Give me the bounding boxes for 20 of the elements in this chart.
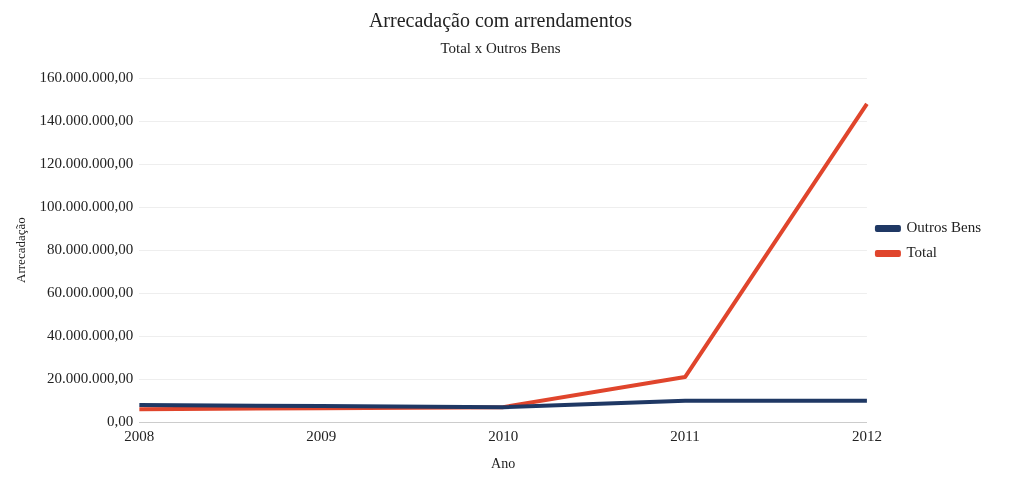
x-tick-label: 2009 <box>306 428 337 445</box>
x-tick-label: 2011 <box>670 428 700 445</box>
y-tick-label: 140.000.000,00 <box>39 111 134 128</box>
chart-title: Arrecadação com arrendamentos <box>368 9 633 33</box>
y-tick-label: 160.000.000,00 <box>39 68 134 85</box>
legend-label: Total <box>906 244 938 261</box>
x-tick-label: 2012 <box>851 428 882 445</box>
x-tick-label: 2010 <box>488 428 519 445</box>
y-axis-title: Arrecadação <box>13 217 29 283</box>
y-tick-label: 80.000.000,00 <box>47 241 134 258</box>
x-axis-title: Ano <box>491 456 516 472</box>
y-tick-label: 40.000.000,00 <box>47 327 134 344</box>
y-tick-label: 100.000.000,00 <box>39 198 134 215</box>
x-tick-label: 2008 <box>124 428 155 445</box>
y-tick-label: 120.000.000,00 <box>39 154 134 171</box>
chart-subtitle: Total x Outros Bens <box>440 39 561 56</box>
y-tick-label: 0,00 <box>107 413 134 430</box>
legend-label: Outros Bens <box>906 219 982 236</box>
y-tick-label: 60.000.000,00 <box>47 284 134 301</box>
y-tick-label: 20.000.000,00 <box>47 370 134 387</box>
